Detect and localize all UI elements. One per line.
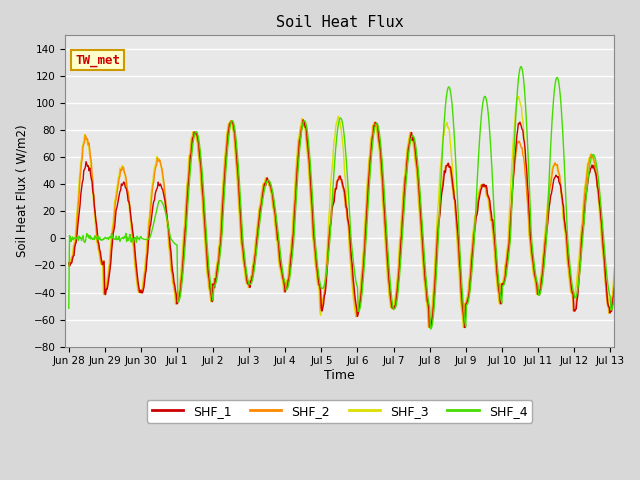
Title: Soil Heat Flux: Soil Heat Flux	[276, 15, 403, 30]
Y-axis label: Soil Heat Flux ( W/m2): Soil Heat Flux ( W/m2)	[15, 125, 28, 257]
X-axis label: Time: Time	[324, 369, 355, 382]
Text: TW_met: TW_met	[75, 54, 120, 67]
Legend: SHF_1, SHF_2, SHF_3, SHF_4: SHF_1, SHF_2, SHF_3, SHF_4	[147, 400, 532, 423]
